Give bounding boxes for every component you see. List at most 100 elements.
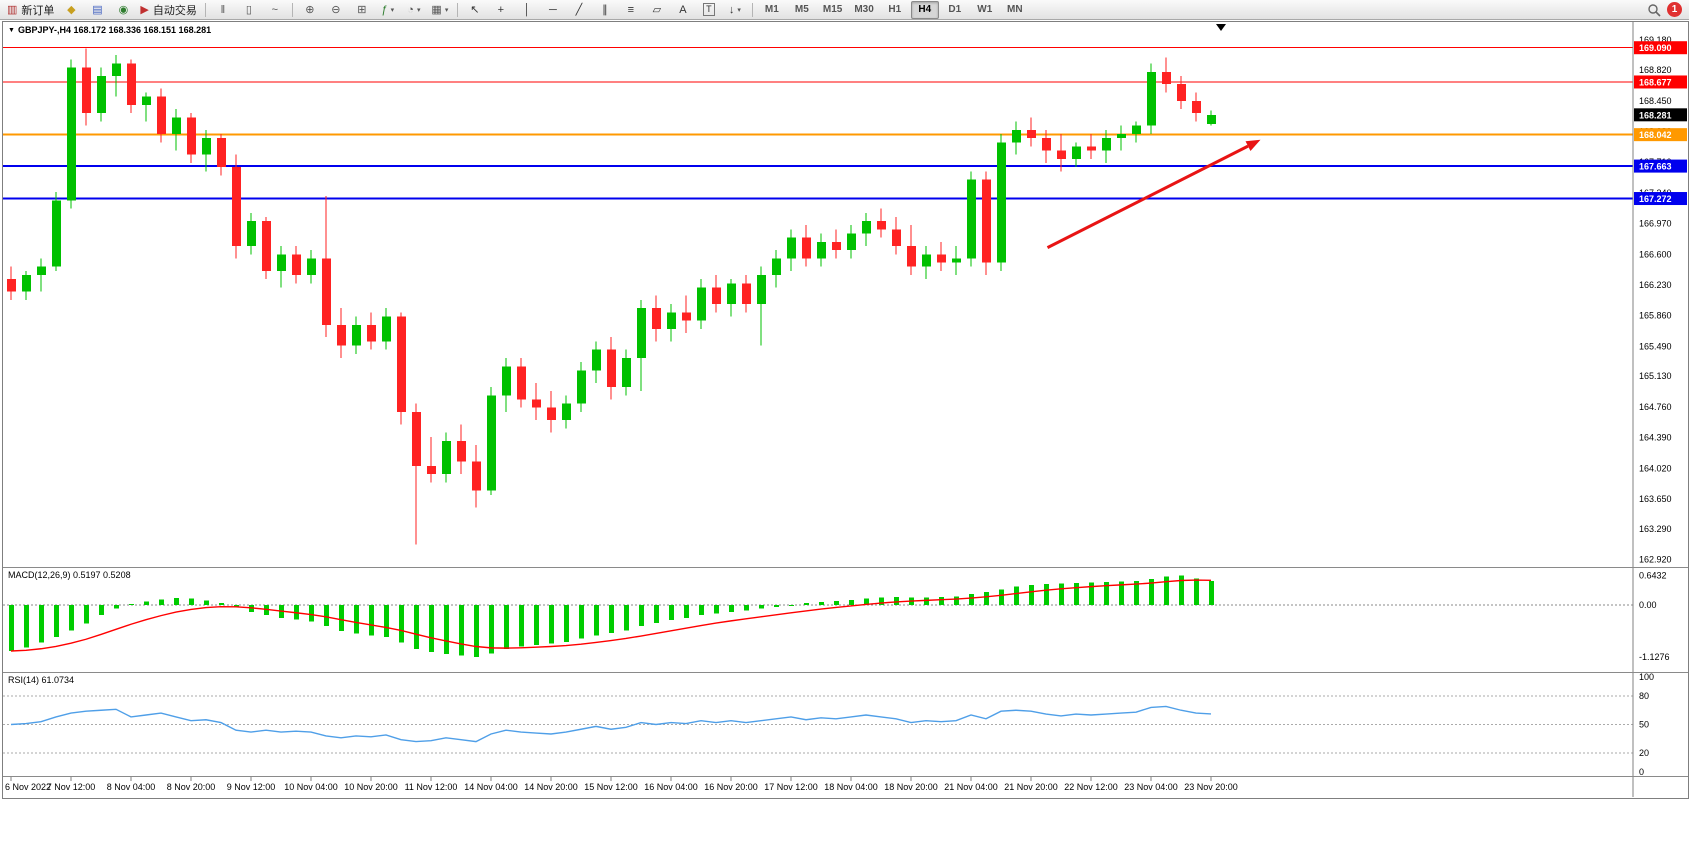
price-axis[interactable] <box>1633 22 1688 567</box>
fibonacci-button[interactable]: ≡ <box>619 1 643 19</box>
dropdown-arrow-icon[interactable]: ▾ <box>390 6 395 14</box>
toolbar-right: 1 <box>1647 2 1686 17</box>
search-icon <box>1648 3 1661 17</box>
main-chart-canvas[interactable]: 169.180168.820168.450168.080167.710167.3… <box>3 22 1688 567</box>
new-order-button[interactable]: ▥ 新订单 <box>4 1 57 19</box>
svg-text:100: 100 <box>1639 673 1654 682</box>
candle <box>922 254 931 267</box>
dropdown-arrow-icon[interactable]: ▾ <box>444 6 449 14</box>
arrows-button[interactable]: ↓ ▾ <box>723 1 747 19</box>
tile-windows-button[interactable]: ⊞ <box>350 1 374 19</box>
channel-button[interactable]: ∥ <box>593 1 617 19</box>
svg-text:8 Nov 04:00: 8 Nov 04:00 <box>107 782 156 792</box>
timeframe-d1-button[interactable]: D1 <box>948 4 962 15</box>
price-tag <box>1634 41 1687 55</box>
svg-text:165.860: 165.860 <box>1639 311 1672 321</box>
timeframe-h4-button[interactable]: H4 <box>910 0 939 19</box>
indicators-button[interactable]: ƒ ▾ <box>376 1 400 19</box>
sound-alert-button[interactable]: ◉ <box>111 1 135 19</box>
rsi-canvas[interactable]: 100 80 50 20 0 <box>3 673 1688 776</box>
data-window-icon: ▤ <box>92 3 103 16</box>
candle <box>82 67 91 114</box>
candle <box>397 316 406 412</box>
autotrading-button[interactable]: ▶ 自动交易 <box>137 1 199 19</box>
candle <box>817 241 826 259</box>
candle <box>187 117 196 155</box>
text-button[interactable]: A <box>671 1 695 19</box>
svg-text:166.970: 166.970 <box>1639 219 1672 229</box>
macd-canvas[interactable]: 0.6432 0.00 -1.1276 <box>3 568 1688 672</box>
svg-text:163.290: 163.290 <box>1639 524 1672 534</box>
candle <box>292 254 301 276</box>
svg-text:165.490: 165.490 <box>1639 341 1672 351</box>
candle <box>727 283 736 305</box>
svg-text:168.450: 168.450 <box>1639 96 1672 106</box>
dropdown-arrow-icon[interactable]: ▾ <box>737 6 741 14</box>
price-tag <box>1634 159 1687 173</box>
candle <box>1147 71 1156 126</box>
search-button[interactable] <box>1647 3 1661 17</box>
candle <box>277 254 286 271</box>
svg-text:0: 0 <box>1639 767 1644 776</box>
candle <box>427 465 436 475</box>
timeframe-m30-button[interactable]: M30 <box>854 4 874 15</box>
data-window-button[interactable]: ▤ <box>85 1 109 19</box>
trend-arrow[interactable] <box>1046 144 1249 249</box>
timeframe-m1-button[interactable]: M1 <box>764 4 779 15</box>
timeframe-m5-button[interactable]: M5 <box>794 4 809 15</box>
candle <box>67 67 76 201</box>
channel-icon: ∥ <box>602 3 608 16</box>
candle <box>517 366 526 400</box>
timeframe-mn-button[interactable]: MN <box>1007 4 1023 15</box>
panel-divider[interactable] <box>3 672 1688 673</box>
crosshair-button[interactable]: + <box>489 1 513 19</box>
timeframe-m15-button[interactable]: M15 <box>822 4 843 15</box>
chart-profiles-icon: ◆ <box>67 3 76 16</box>
templates-button[interactable]: ▦ ▾ <box>428 1 452 19</box>
bars-chart-button[interactable]: ‖ <box>211 1 235 19</box>
horizontal-line-button[interactable]: ─ <box>541 1 565 19</box>
candle <box>1057 150 1066 159</box>
candle <box>997 142 1006 263</box>
symbol-expander-icon[interactable]: ▼ <box>8 26 15 34</box>
dropdown-arrow-icon[interactable]: ▾ <box>416 6 421 14</box>
toolbar-separator <box>456 2 458 17</box>
candlestick-chart-button[interactable]: ▯ <box>237 1 261 19</box>
chart-shift-marker-icon[interactable] <box>1216 24 1226 31</box>
candle <box>1042 138 1051 151</box>
svg-text:16 Nov 04:00: 16 Nov 04:00 <box>644 782 698 792</box>
chart-profiles-button[interactable]: ◆ <box>59 1 83 19</box>
shapes-button[interactable]: ▱ <box>645 1 669 19</box>
candle <box>982 179 991 263</box>
panel-divider[interactable] <box>3 776 1688 777</box>
candle <box>307 258 316 276</box>
svg-text:168.677: 168.677 <box>1639 77 1672 87</box>
zoom-out-button[interactable]: ⊖ <box>324 1 348 19</box>
candle <box>142 96 151 105</box>
price-tag <box>1634 192 1687 206</box>
svg-text:0.00: 0.00 <box>1639 600 1657 610</box>
line-chart-icon: ~ <box>271 3 279 16</box>
candle <box>1102 138 1111 151</box>
trendline-button[interactable]: ╱ <box>567 1 591 19</box>
panel-divider[interactable] <box>3 567 1688 568</box>
candle <box>892 229 901 246</box>
timeframe-h1-button[interactable]: H1 <box>888 4 902 15</box>
candle <box>712 287 721 305</box>
zoom-in-button[interactable]: ⊕ <box>298 1 322 19</box>
timeframe-w1-button[interactable]: W1 <box>977 4 993 15</box>
vertical-line-button[interactable]: │ <box>515 1 539 19</box>
templates-icon: ▦ <box>431 3 442 16</box>
tile-windows-icon: ⊞ <box>357 3 367 16</box>
candle <box>607 349 616 387</box>
bars-chart-icon: ‖ <box>220 3 226 16</box>
candle <box>637 308 646 358</box>
cursor-button[interactable]: ↖ <box>463 1 487 19</box>
periods-button[interactable]: ◔ ▾ <box>402 1 426 19</box>
line-chart-button[interactable]: ~ <box>263 1 287 19</box>
notification-badge[interactable]: 1 <box>1667 2 1682 17</box>
text-label-button[interactable]: T <box>697 1 721 19</box>
candle <box>667 312 676 329</box>
rsi-label: RSI(14) 61.0734 <box>8 675 75 685</box>
